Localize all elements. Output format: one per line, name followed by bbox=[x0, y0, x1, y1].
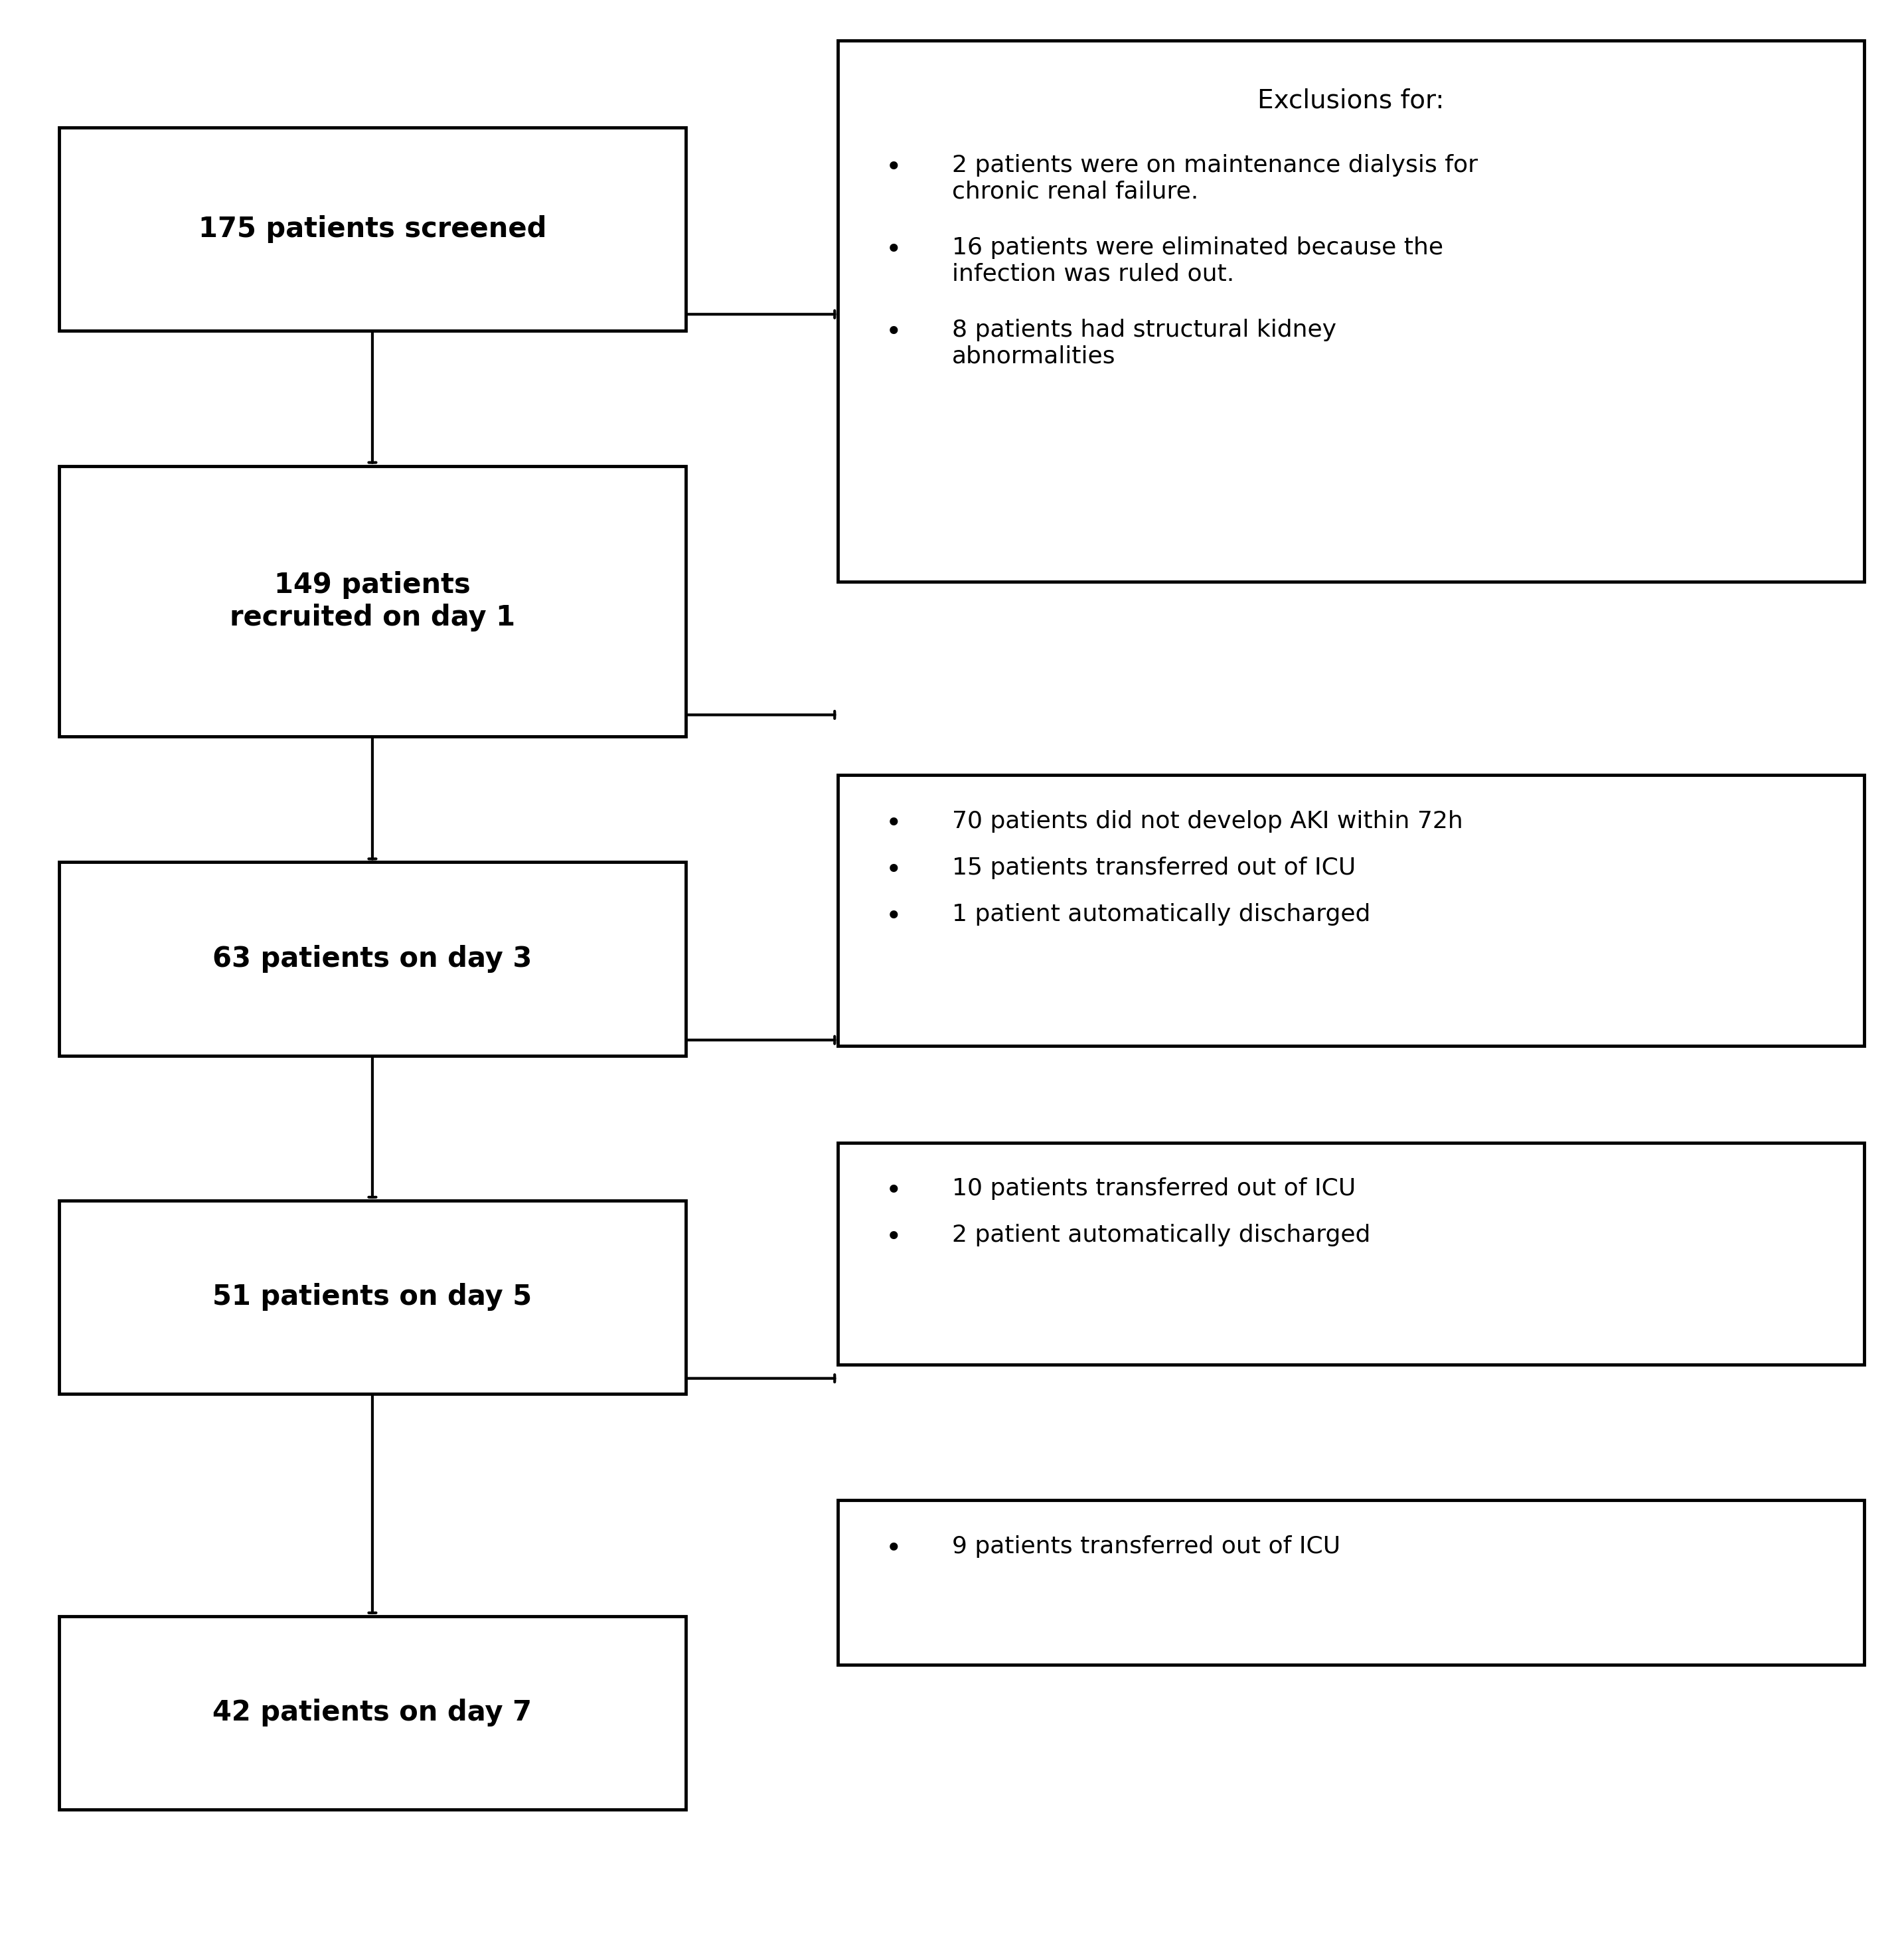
Text: 175 patients screened: 175 patients screened bbox=[198, 215, 546, 242]
Text: 9 patients transferred out of ICU: 9 patients transferred out of ICU bbox=[952, 1534, 1340, 1557]
Text: •: • bbox=[885, 1534, 902, 1563]
Text: •: • bbox=[885, 236, 902, 263]
Text: 10 patients transferred out of ICU: 10 patients transferred out of ICU bbox=[952, 1178, 1356, 1199]
FancyBboxPatch shape bbox=[838, 1499, 1864, 1664]
Text: •: • bbox=[885, 810, 902, 839]
FancyBboxPatch shape bbox=[838, 775, 1864, 1046]
Text: 42 patients on day 7: 42 patients on day 7 bbox=[213, 1699, 531, 1726]
Text: 2 patients were on maintenance dialysis for
chronic renal failure.: 2 patients were on maintenance dialysis … bbox=[952, 153, 1478, 203]
Text: 1 patient automatically discharged: 1 patient automatically discharged bbox=[952, 903, 1371, 926]
FancyBboxPatch shape bbox=[59, 1201, 685, 1395]
Text: 63 patients on day 3: 63 patients on day 3 bbox=[213, 945, 533, 972]
FancyBboxPatch shape bbox=[838, 41, 1864, 581]
Text: 70 patients did not develop AKI within 72h: 70 patients did not develop AKI within 7… bbox=[952, 810, 1462, 833]
FancyBboxPatch shape bbox=[59, 862, 685, 1056]
Text: 149 patients
recruited on day 1: 149 patients recruited on day 1 bbox=[230, 571, 516, 631]
Text: •: • bbox=[885, 153, 902, 182]
Text: Exclusions for:: Exclusions for: bbox=[1259, 89, 1445, 114]
Text: •: • bbox=[885, 320, 902, 347]
FancyBboxPatch shape bbox=[59, 465, 685, 736]
Text: 51 patients on day 5: 51 patients on day 5 bbox=[213, 1282, 531, 1311]
FancyBboxPatch shape bbox=[838, 1143, 1864, 1366]
Text: 2 patient automatically discharged: 2 patient automatically discharged bbox=[952, 1224, 1371, 1247]
Text: 8 patients had structural kidney
abnormalities: 8 patients had structural kidney abnorma… bbox=[952, 320, 1337, 368]
Text: •: • bbox=[885, 1178, 902, 1205]
Text: 15 patients transferred out of ICU: 15 patients transferred out of ICU bbox=[952, 856, 1356, 879]
Text: 16 patients were eliminated because the
infection was ruled out.: 16 patients were eliminated because the … bbox=[952, 236, 1443, 285]
FancyBboxPatch shape bbox=[59, 1615, 685, 1809]
Text: •: • bbox=[885, 856, 902, 885]
Text: •: • bbox=[885, 1224, 902, 1251]
Text: •: • bbox=[885, 903, 902, 932]
FancyBboxPatch shape bbox=[59, 128, 685, 331]
